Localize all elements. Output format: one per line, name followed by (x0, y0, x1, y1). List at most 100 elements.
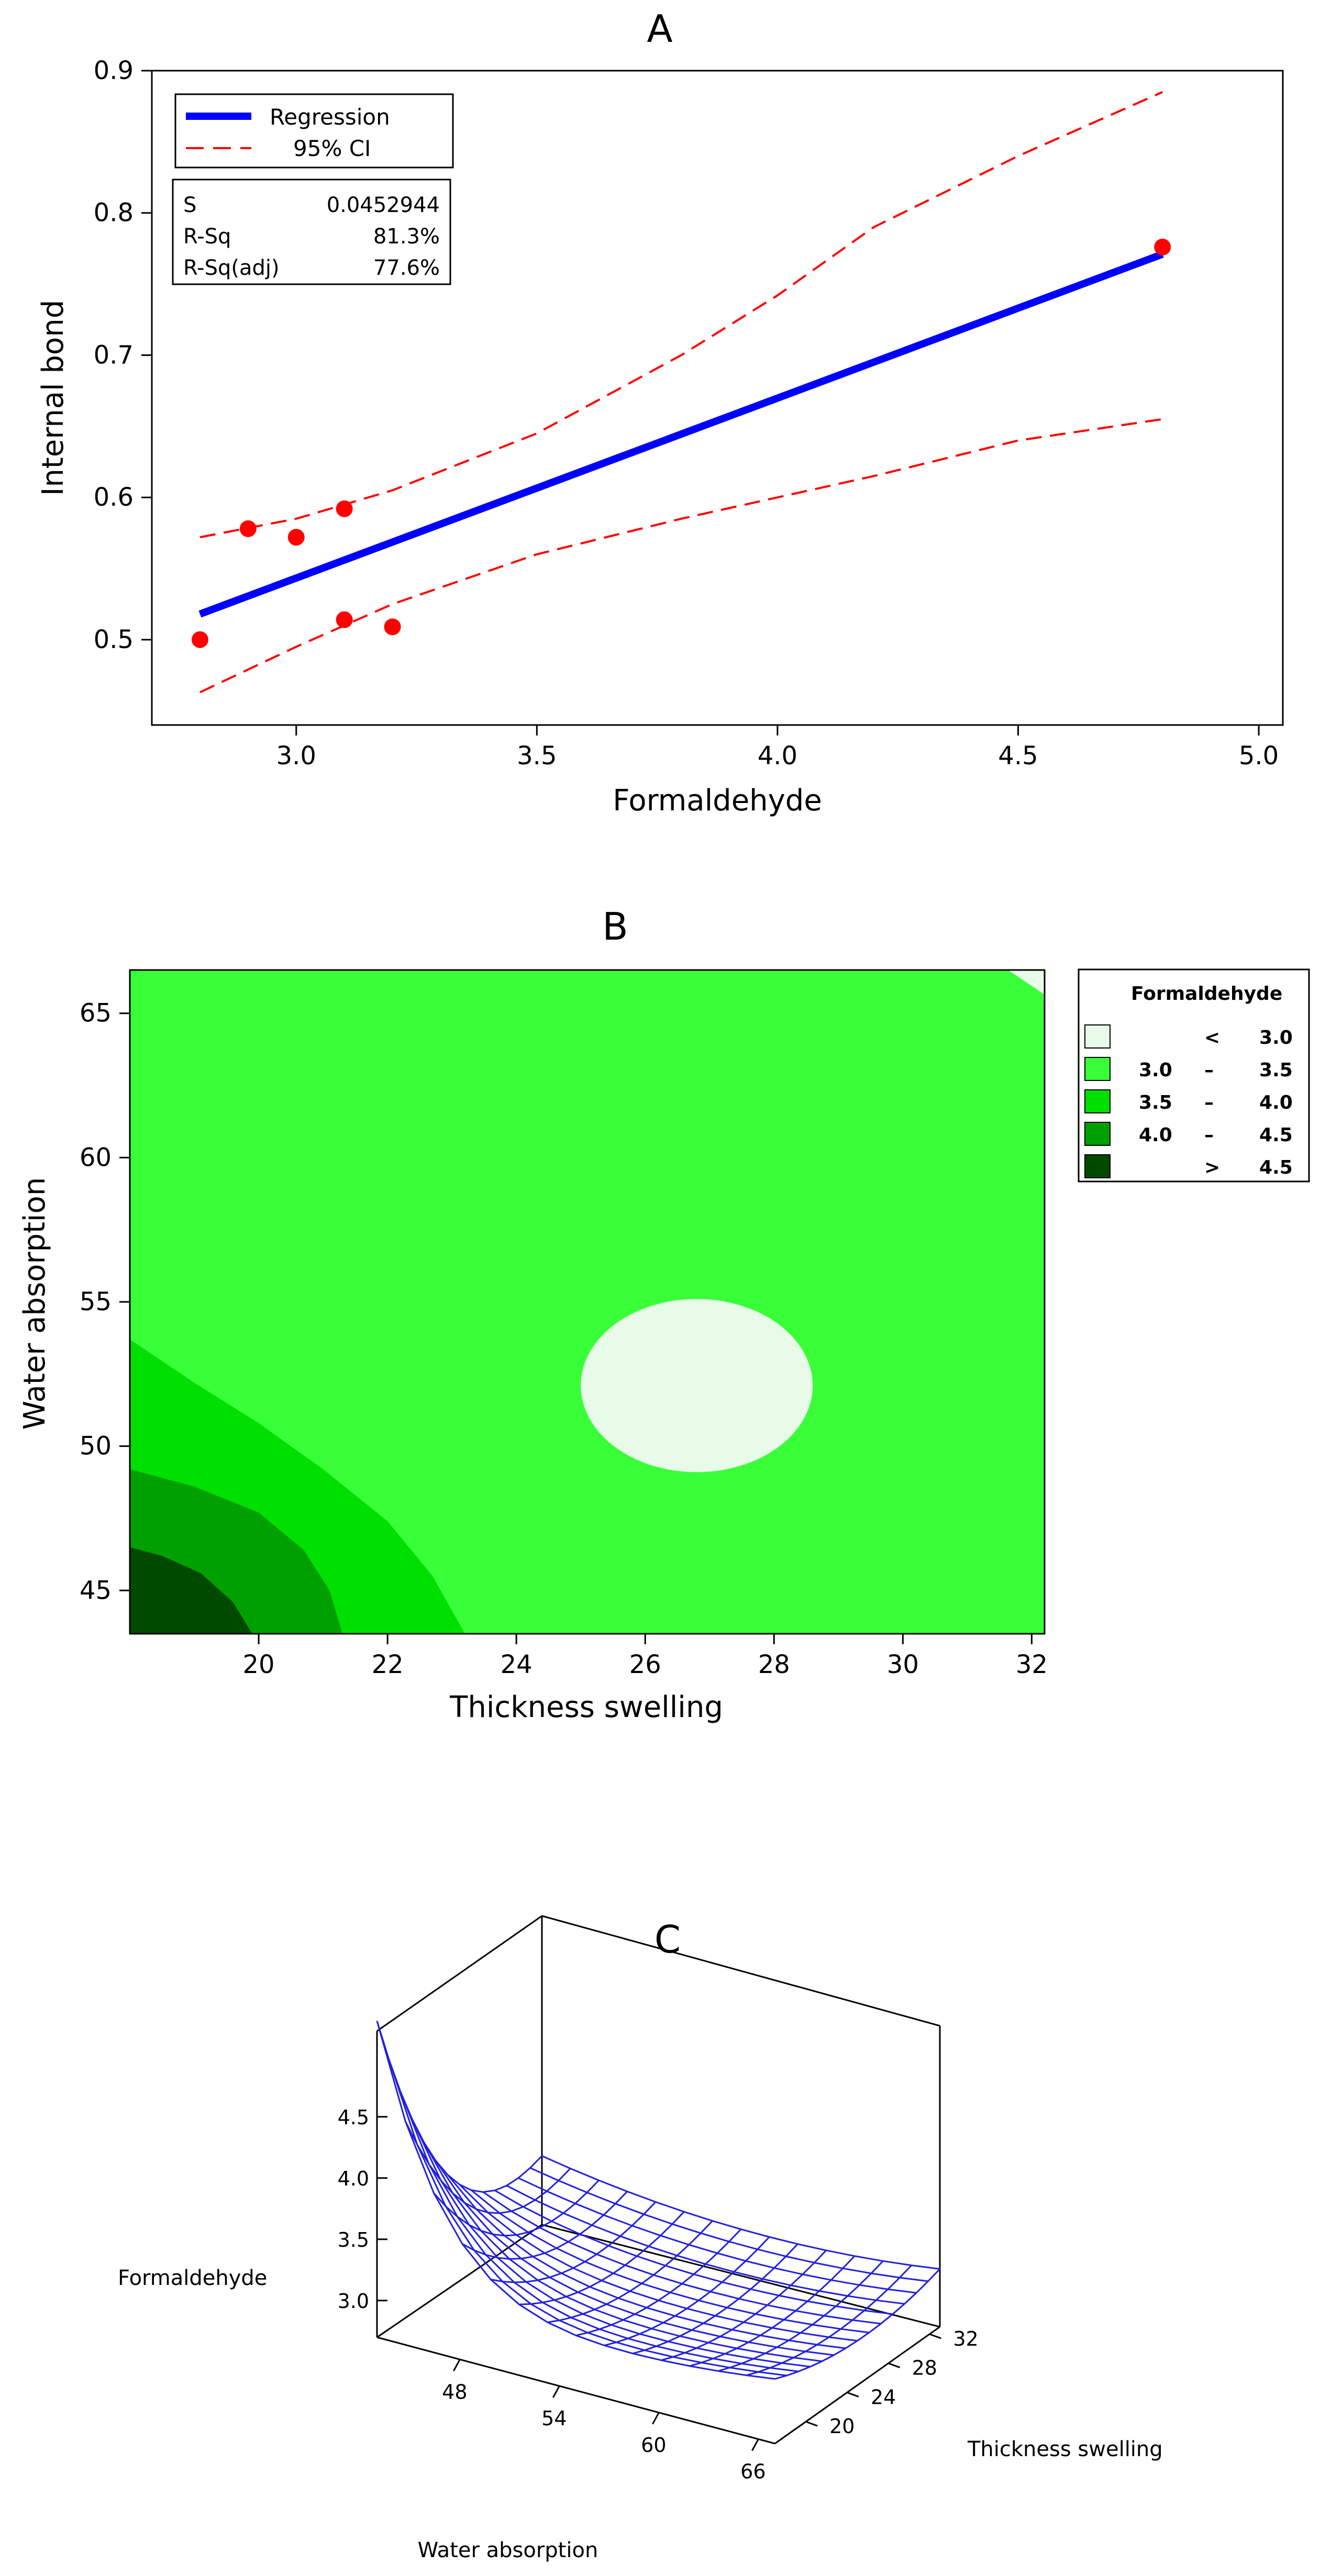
panel-c-title: C (655, 1917, 681, 1961)
contour-legend-title: Formaldehyde (1131, 983, 1282, 1005)
legend-high: 4.5 (1259, 1157, 1293, 1178)
surface-mesh-line (689, 2255, 856, 2367)
panel-c-xlabel: Water absorption (418, 2538, 598, 2562)
surface-mesh-line (575, 2228, 742, 2336)
box-edge (376, 1915, 542, 2032)
stat-rsq-label: R-Sq (183, 225, 231, 249)
x-tick-label: 4.5 (998, 741, 1038, 771)
surface-mesh-line (718, 2260, 884, 2372)
y-tick (847, 2392, 859, 2397)
legend-regression-label: Regression (270, 104, 390, 130)
panel-c-zlabel: Formaldehyde (118, 2266, 267, 2290)
stat-s-value: 0.0452944 (327, 193, 440, 217)
x-tick-label: 4.0 (758, 741, 797, 771)
ci-lower-line (199, 418, 1163, 694)
legend-low: 3.0 (1139, 1060, 1172, 1081)
x-tick-label: 28 (758, 1650, 790, 1679)
panel-a-ticks: 3.0 3.5 4.0 4.5 5.0 0.5 0.6 0.7 0.8 0.9 (94, 56, 1279, 771)
y-tick-label: 50 (80, 1432, 112, 1461)
data-point (239, 520, 257, 537)
panel-a-plot-area (151, 70, 1284, 726)
stat-rsqadj-label: R-Sq(adj) (183, 256, 280, 280)
y-tick-label: 0.9 (94, 56, 134, 85)
x-tick (552, 2385, 560, 2398)
surface-mesh-line (746, 2265, 912, 2377)
regression-line (198, 250, 1164, 618)
surface-mesh-line (482, 2191, 881, 2325)
y-tick-label: 0.6 (94, 483, 134, 512)
contour-corner-highlight (1008, 970, 1045, 995)
panel-c-surface (376, 2021, 941, 2380)
legend-operator: – (1204, 1124, 1214, 1146)
surface-mesh-line (633, 2243, 798, 2355)
panel-c-ylabel: Thickness swelling (967, 2437, 1163, 2461)
x-tick (453, 2359, 461, 2372)
y-tick (888, 2362, 901, 2369)
x-tick-label: 60 (641, 2434, 666, 2457)
stat-rsq-value: 81.3% (373, 225, 440, 249)
legend-ci-label: 95% CI (293, 136, 371, 161)
y-tick (805, 2421, 818, 2427)
box-edge (541, 2224, 940, 2328)
panel-a-confidence-band (199, 91, 1163, 694)
surface-mesh-line (459, 2183, 858, 2342)
z-tick-label: 3.5 (338, 2228, 369, 2251)
y-tick-label: 32 (953, 2327, 978, 2350)
panel-c-box (376, 1915, 941, 2445)
surface-mesh-line (774, 2268, 941, 2380)
data-point (287, 529, 305, 546)
box-edge (376, 2336, 775, 2445)
panel-a-points (191, 238, 1171, 648)
panel-a-regression (198, 250, 1164, 618)
panel-b-contour-regions (130, 1299, 813, 1634)
legend-operator: – (1204, 1092, 1214, 1113)
ci-upper-line (199, 91, 1163, 539)
y-tick-label: 28 (912, 2357, 937, 2380)
stats-box (172, 179, 451, 285)
data-point (1154, 238, 1171, 255)
stat-s-label: S (183, 193, 196, 217)
y-tick-label: 65 (80, 999, 112, 1028)
y-tick-label: 20 (829, 2415, 855, 2438)
legend-operator: > (1204, 1157, 1220, 1178)
y-tick-label: 0.5 (94, 625, 134, 654)
surface-mesh-line (604, 2236, 770, 2347)
panel-a-xlabel: Formaldehyde (613, 784, 822, 818)
data-point (336, 500, 353, 517)
x-tick-label: 48 (442, 2380, 467, 2403)
box-edge (774, 2326, 940, 2445)
y-tick-label: 0.7 (94, 340, 134, 370)
panel-b: B 20 22 24 26 28 30 32 45 50 55 60 65 Thickness swe… (18, 905, 1310, 1724)
panel-b-ylabel: Water absorption (18, 1177, 52, 1430)
panel-b-title: B (602, 905, 628, 949)
x-tick-label: 54 (541, 2407, 567, 2430)
y-tick-label: 45 (80, 1576, 112, 1605)
y-tick-label: 60 (80, 1143, 112, 1172)
surface-mesh-line (518, 2177, 917, 2294)
z-tick-label: 4.5 (338, 2106, 369, 2129)
panel-a-ylabel: Internal bond (36, 300, 70, 496)
panel-c-ticks: 3.0 3.5 4.0 4.5 48 54 60 66 20 24 28 32 (338, 2106, 979, 2483)
surface-mesh-line (541, 2155, 940, 2270)
x-tick-label: 26 (629, 1650, 661, 1679)
x-tick-label: 22 (372, 1650, 404, 1679)
x-tick-label: 3.5 (517, 741, 557, 771)
data-point (336, 611, 353, 628)
z-tick-label: 4.0 (338, 2167, 369, 2190)
legend-operator: < (1204, 1027, 1220, 1049)
contour-region-below-3.0 (581, 1299, 813, 1473)
surface-mesh-line (494, 2190, 893, 2315)
legend-low: 4.0 (1139, 1124, 1172, 1146)
legend-swatch (1084, 1122, 1111, 1146)
y-tick-label: 24 (871, 2385, 896, 2408)
surface-mesh-line (471, 2189, 870, 2334)
x-tick-label: 24 (501, 1650, 533, 1679)
panel-b-legend: Formaldehyde <3.0 3.0 – 3.5 3.5 – 4.0 4.0 – 4.5 > 4… (1078, 968, 1310, 1183)
panel-a: A 3.0 3.5 4.0 4.5 5.0 0.5 0.6 0.7 0.8 0.9 Formald… (36, 7, 1284, 818)
legend-operator: – (1204, 1060, 1214, 1081)
x-tick-label: 32 (1016, 1650, 1048, 1679)
panel-a-legend: Regression 95% CI (174, 93, 454, 169)
box-edge (541, 1915, 940, 2027)
legend-high: 3.5 (1259, 1060, 1293, 1081)
